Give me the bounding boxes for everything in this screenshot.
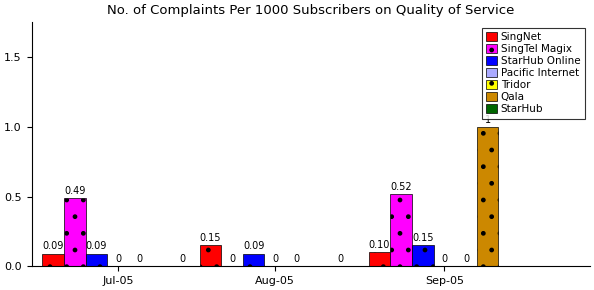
Text: 0.09: 0.09 xyxy=(86,242,107,251)
Text: 0: 0 xyxy=(272,254,279,264)
Bar xyxy=(86,253,107,266)
Text: 0: 0 xyxy=(294,254,300,264)
Bar xyxy=(64,198,86,266)
Text: 0: 0 xyxy=(229,254,235,264)
Text: 0.09: 0.09 xyxy=(243,242,264,251)
Title: No. of Complaints Per 1000 Subscribers on Quality of Service: No. of Complaints Per 1000 Subscribers o… xyxy=(107,4,514,17)
Bar xyxy=(200,245,221,266)
Text: 1: 1 xyxy=(485,115,491,125)
Text: 0: 0 xyxy=(463,254,469,264)
Text: 0: 0 xyxy=(441,254,447,264)
Text: 0.52: 0.52 xyxy=(390,182,412,192)
Text: 0: 0 xyxy=(337,254,343,264)
Bar xyxy=(243,253,264,266)
Bar xyxy=(412,245,434,266)
Text: 0.15: 0.15 xyxy=(412,233,434,243)
Text: 0.10: 0.10 xyxy=(369,240,390,250)
Bar xyxy=(477,127,498,266)
Text: 0.15: 0.15 xyxy=(200,233,221,243)
Bar xyxy=(390,194,412,266)
Bar xyxy=(369,252,390,266)
Bar xyxy=(42,253,64,266)
Text: 0.49: 0.49 xyxy=(64,186,86,196)
Text: 0: 0 xyxy=(115,254,121,264)
Legend: SingNet, SingTel Magix, StarHub Online, Pacific Internet, Tridor, Qala, StarHub: SingNet, SingTel Magix, StarHub Online, … xyxy=(482,28,584,119)
Text: 0: 0 xyxy=(137,254,143,264)
Text: 0.09: 0.09 xyxy=(42,242,64,251)
Text: 0: 0 xyxy=(180,254,186,264)
